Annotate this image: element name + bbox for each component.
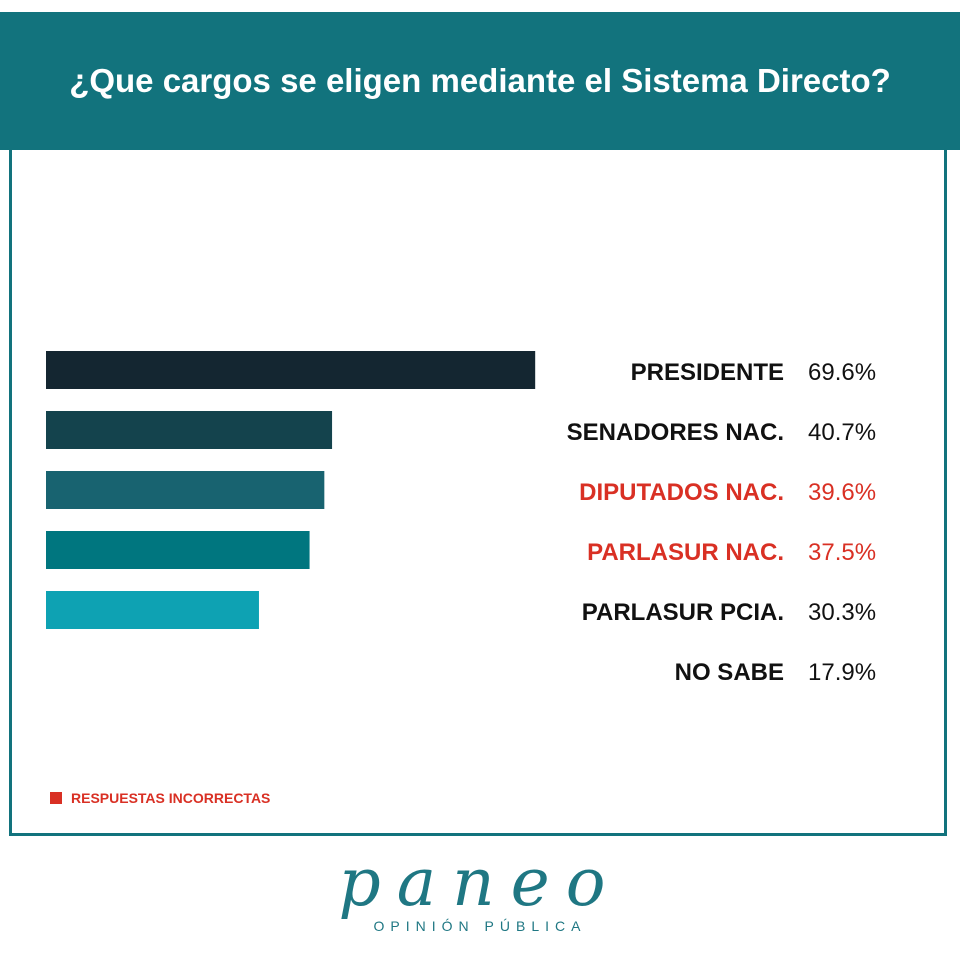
category-label: SENADORES NAC.	[567, 419, 784, 446]
brand-subtitle: OPINIÓN PÚBLICA	[373, 918, 587, 934]
value-label: 69.6%	[808, 359, 876, 386]
value-label: 17.9%	[808, 659, 876, 686]
legend: RESPUESTAS INCORRECTAS	[50, 790, 270, 806]
bar-parlasur-pcia	[46, 591, 259, 629]
chart-title: ¿Que cargos se eligen mediante el Sistem…	[69, 62, 891, 99]
bar-senadores-nac	[46, 411, 333, 449]
category-label: PARLASUR NAC.	[587, 539, 784, 566]
legend-label: RESPUESTAS INCORRECTAS	[71, 790, 271, 806]
value-label: 40.7%	[808, 419, 876, 446]
title-banner	[0, 12, 960, 150]
category-label: PARLASUR PCIA.	[582, 599, 784, 626]
bar-presidente	[46, 351, 536, 389]
bar-parlasur-nac	[46, 531, 310, 569]
legend-swatch	[50, 792, 62, 804]
category-label: DIPUTADOS NAC.	[579, 479, 784, 506]
category-label: PRESIDENTE	[631, 359, 784, 386]
value-label: 39.6%	[808, 479, 876, 506]
bar-diputados-nac	[46, 471, 325, 509]
chart-frame	[9, 12, 947, 836]
value-label: 37.5%	[808, 539, 876, 566]
brand-logo: paneo	[338, 844, 622, 921]
category-label: NO SABE	[675, 659, 784, 686]
value-label: 30.3%	[808, 599, 876, 626]
